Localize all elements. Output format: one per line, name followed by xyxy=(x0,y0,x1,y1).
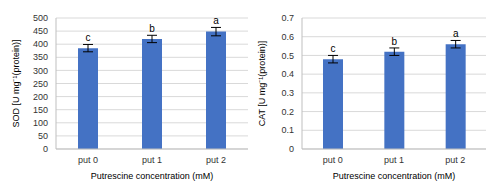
svg-text:a: a xyxy=(213,15,219,26)
svg-text:50: 50 xyxy=(38,131,48,141)
svg-text:100: 100 xyxy=(33,118,48,128)
svg-text:put 2: put 2 xyxy=(445,155,465,165)
svg-text:300: 300 xyxy=(33,66,48,76)
svg-text:b: b xyxy=(392,36,398,47)
svg-text:0.4: 0.4 xyxy=(281,69,294,79)
svg-text:0.6: 0.6 xyxy=(281,32,294,42)
svg-text:250: 250 xyxy=(33,79,48,89)
svg-text:c: c xyxy=(86,32,91,43)
svg-text:Putrescine concentration (mM): Putrescine concentration (mM) xyxy=(91,171,214,181)
svg-text:b: b xyxy=(149,23,155,34)
svg-text:put 1: put 1 xyxy=(384,155,404,165)
svg-text:a: a xyxy=(453,28,459,39)
svg-text:put 0: put 0 xyxy=(323,155,343,165)
svg-text:0.1: 0.1 xyxy=(281,125,294,135)
svg-text:put 2: put 2 xyxy=(206,155,226,165)
svg-text:CAT [U mg⁻¹(protein)]: CAT [U mg⁻¹(protein)] xyxy=(257,41,267,127)
svg-text:0.5: 0.5 xyxy=(281,51,294,61)
svg-text:0.3: 0.3 xyxy=(281,88,294,98)
svg-text:c: c xyxy=(331,43,336,54)
svg-text:0: 0 xyxy=(289,144,294,154)
svg-text:put 0: put 0 xyxy=(78,155,98,165)
svg-text:put 1: put 1 xyxy=(142,155,162,165)
svg-text:0: 0 xyxy=(43,144,48,154)
svg-text:200: 200 xyxy=(33,92,48,102)
svg-text:500: 500 xyxy=(33,13,48,23)
svg-text:150: 150 xyxy=(33,105,48,115)
svg-text:400: 400 xyxy=(33,39,48,49)
svg-text:0.2: 0.2 xyxy=(281,107,294,117)
svg-text:450: 450 xyxy=(33,26,48,36)
svg-text:Putrescine concentration (mM): Putrescine concentration (mM) xyxy=(333,171,456,181)
svg-text:0.7: 0.7 xyxy=(281,13,294,23)
svg-text:350: 350 xyxy=(33,52,48,62)
svg-text:SOD [U mg⁻¹(protein)]: SOD [U mg⁻¹(protein)] xyxy=(11,39,21,127)
